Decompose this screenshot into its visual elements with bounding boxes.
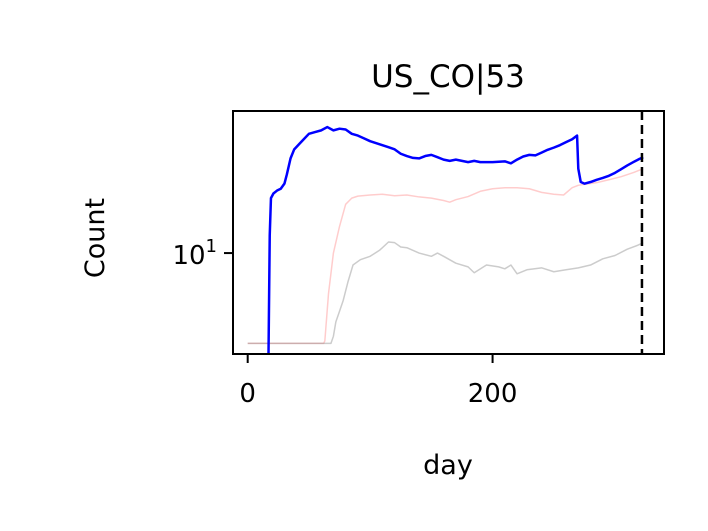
series-layer <box>247 111 644 355</box>
chart-title: US_CO|53 <box>371 59 525 95</box>
series-line-1 <box>247 241 644 345</box>
y-tick-label-0: 101 <box>172 236 217 271</box>
x-tick-label-1: 200 <box>468 379 518 409</box>
series-line-2 <box>267 125 644 355</box>
ticks-layer: 0 200 101 <box>172 236 517 409</box>
plot-area-frame <box>232 110 665 355</box>
y-axis-label: Count <box>80 198 111 278</box>
series-line-0 <box>247 167 644 345</box>
x-tick-label-0: 0 <box>239 379 256 409</box>
x-axis-label: day <box>423 450 473 481</box>
